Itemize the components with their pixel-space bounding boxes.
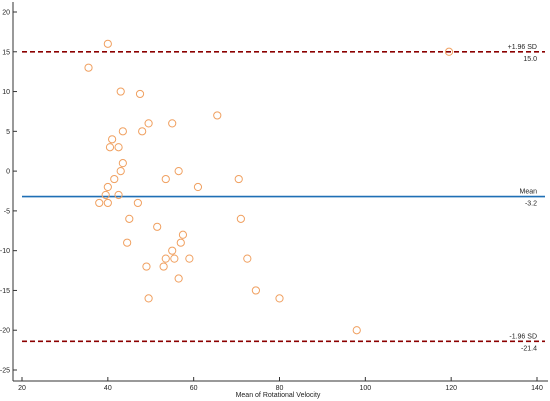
data-point <box>161 174 170 184</box>
data-point <box>213 111 222 120</box>
data-point <box>103 198 112 208</box>
data-point <box>178 230 188 239</box>
y-tick-label: 10 <box>2 89 10 96</box>
y-tick-label: 5 <box>6 129 10 136</box>
data-point <box>135 89 145 99</box>
data-point <box>193 182 203 192</box>
data-point <box>103 39 112 48</box>
data-point <box>144 119 153 128</box>
y-tick-label: 20 <box>2 10 10 17</box>
data-point <box>170 254 179 263</box>
data-point <box>133 198 142 208</box>
data-point <box>138 127 147 136</box>
data-point <box>123 238 132 247</box>
x-axis-ticks: 20 40 60 80 100 120 140 <box>18 377 543 392</box>
x-tick-label: 40 <box>104 385 112 392</box>
lower-label: -1.96 SD <box>509 333 537 340</box>
data-point <box>159 262 168 271</box>
x-axis-title: Mean of Rotational Velocity <box>236 392 321 399</box>
data-point <box>144 294 153 303</box>
data-point <box>118 159 127 168</box>
data-point <box>142 262 151 271</box>
data-point <box>275 294 284 303</box>
upper-value: 15.0 <box>523 56 537 63</box>
data-point <box>176 238 185 247</box>
mean-label: Mean <box>519 189 537 196</box>
upper-label: +1.96 SD <box>508 44 537 51</box>
data-point <box>234 174 243 184</box>
data-point <box>168 119 177 128</box>
y-tick-label: -25 <box>0 368 10 375</box>
mean-value: -3.2 <box>525 201 537 208</box>
y-tick-label: -20 <box>0 328 10 335</box>
data-point <box>174 274 183 283</box>
y-tick-label: -5 <box>4 208 10 215</box>
data-point <box>116 87 125 96</box>
data-point <box>153 222 162 231</box>
reference-lines: +1.96 SD 15.0 Mean -3.2 -1.96 SD -21.4 <box>22 44 545 352</box>
data-point <box>118 127 127 136</box>
data-point <box>236 214 245 223</box>
data-point <box>243 254 252 263</box>
data-point <box>103 182 112 192</box>
lower-value: -21.4 <box>521 345 537 352</box>
data-point <box>251 286 260 295</box>
y-axis-ticks: 20 15 10 5 0 -5 -10 -15 -20 -25 <box>0 10 17 375</box>
data-point <box>352 326 361 335</box>
data-points <box>84 39 454 335</box>
x-tick-label: 20 <box>18 385 26 392</box>
data-point <box>125 214 134 223</box>
x-tick-label: 140 <box>531 385 543 392</box>
x-tick-label: 80 <box>276 385 284 392</box>
data-point <box>114 190 123 200</box>
x-tick-label: 60 <box>190 385 198 392</box>
data-point <box>84 63 93 72</box>
y-tick-label: -10 <box>0 248 10 255</box>
data-point <box>105 143 115 152</box>
data-point <box>444 47 454 56</box>
data-point <box>174 167 183 176</box>
y-tick-label: -15 <box>0 288 10 295</box>
data-point <box>116 167 125 176</box>
data-point <box>101 190 110 200</box>
x-tick-label: 100 <box>359 385 371 392</box>
data-point <box>168 246 177 255</box>
data-point <box>185 254 194 263</box>
data-point <box>108 135 117 144</box>
data-point <box>110 174 119 184</box>
x-tick-label: 120 <box>445 385 457 392</box>
data-point <box>114 143 123 152</box>
y-tick-label: 15 <box>2 49 10 56</box>
data-point <box>161 254 170 263</box>
data-point <box>95 198 104 208</box>
y-tick-label: 0 <box>6 169 10 176</box>
